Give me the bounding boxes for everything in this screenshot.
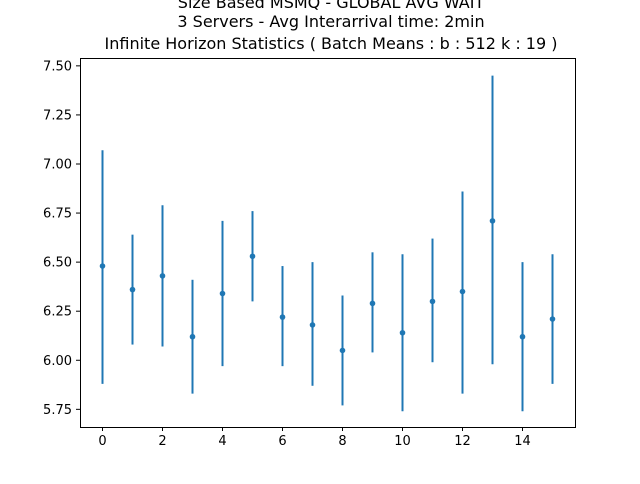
mean-point bbox=[279, 314, 286, 320]
y-tick-label: 6.25 bbox=[43, 305, 72, 320]
x-axis-ticks: 0 2 4 6 8 10 12 14 bbox=[98, 427, 531, 449]
mean-point bbox=[159, 273, 166, 279]
y-tick-label: 6.75 bbox=[43, 207, 72, 222]
mean-point bbox=[219, 290, 226, 297]
mean-point bbox=[489, 218, 496, 224]
mean-point bbox=[129, 286, 136, 293]
y-tick-label: 7.25 bbox=[43, 108, 72, 123]
x-tick-label: 0 bbox=[98, 434, 106, 449]
mean-point bbox=[189, 333, 196, 340]
y-tick-label: 5.75 bbox=[43, 403, 72, 418]
mean-point bbox=[309, 322, 316, 328]
y-axis-ticks: 5.75 6.00 6.25 6.50 6.75 7.00 7.25 7.50 bbox=[43, 59, 80, 418]
mean-point bbox=[369, 300, 376, 307]
mean-point bbox=[249, 253, 256, 260]
x-tick-label: 2 bbox=[158, 434, 166, 449]
mean-point bbox=[429, 298, 436, 305]
x-tick-label: 12 bbox=[454, 434, 471, 449]
mean-point bbox=[549, 316, 556, 322]
chart-title-line-1: Size Based MSMQ - GLOBAL AVG WAIT bbox=[178, 0, 485, 12]
x-tick-label: 8 bbox=[338, 434, 346, 449]
mean-point bbox=[339, 347, 346, 354]
y-tick-label: 6.00 bbox=[43, 354, 72, 369]
y-tick-label: 7.50 bbox=[43, 59, 72, 74]
x-tick-label: 6 bbox=[278, 434, 286, 449]
chart-title-line-2: 3 Servers - Avg Interarrival time: 2min bbox=[177, 12, 484, 31]
mean-point bbox=[399, 329, 406, 336]
data-marks bbox=[99, 75, 556, 412]
x-tick-label: 14 bbox=[514, 434, 531, 449]
mean-point bbox=[519, 333, 526, 340]
x-tick-label: 10 bbox=[394, 434, 411, 449]
x-tick-label: 4 bbox=[218, 434, 226, 449]
y-tick-label: 7.00 bbox=[43, 157, 72, 172]
mean-point bbox=[459, 288, 466, 295]
plot-area-frame bbox=[80, 58, 576, 428]
y-tick-label: 6.50 bbox=[43, 256, 72, 271]
chart-title-line-3: Infinite Horizon Statistics ( Batch Mean… bbox=[105, 34, 558, 53]
mean-point bbox=[99, 263, 106, 269]
